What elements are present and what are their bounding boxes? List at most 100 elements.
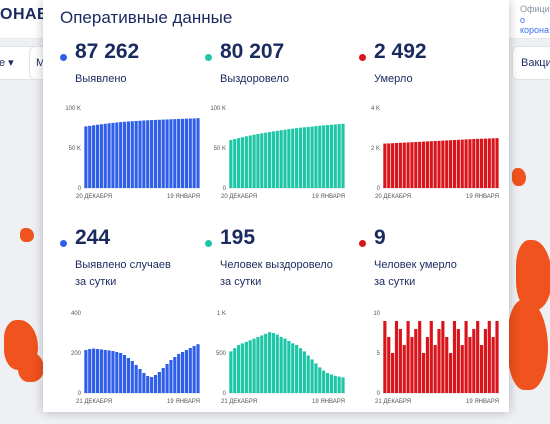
official-link[interactable]: о корона: [520, 15, 550, 35]
chart-bar[interactable]: [173, 119, 177, 188]
chart-bar[interactable]: [291, 343, 295, 393]
chart-bar[interactable]: [177, 118, 181, 188]
chart-bar[interactable]: [441, 140, 445, 188]
chart-bar[interactable]: [252, 338, 256, 393]
chart-bar[interactable]: [456, 139, 460, 188]
chart-bar[interactable]: [142, 120, 146, 188]
chart-bar[interactable]: [333, 375, 337, 393]
chart-bar[interactable]: [271, 333, 275, 393]
chart-bar[interactable]: [398, 142, 402, 188]
chart-bar[interactable]: [99, 349, 103, 393]
chart-bar[interactable]: [298, 348, 303, 393]
chart-bar[interactable]: [314, 363, 318, 393]
chart-bar[interactable]: [252, 134, 256, 188]
chart-bar[interactable]: [479, 345, 484, 393]
chart-bar[interactable]: [161, 119, 165, 188]
chart-bar[interactable]: [264, 333, 268, 393]
chart-bar[interactable]: [425, 141, 429, 188]
chart-bar[interactable]: [233, 139, 237, 188]
chart-bar[interactable]: [115, 352, 119, 393]
chart-bar[interactable]: [233, 348, 237, 393]
chart-bar[interactable]: [491, 337, 495, 393]
chart-bar[interactable]: [119, 122, 123, 188]
chart-bar[interactable]: [157, 119, 161, 188]
chart-bar[interactable]: [122, 355, 127, 393]
chart-bar[interactable]: [406, 142, 410, 188]
chart-bar[interactable]: [337, 124, 341, 188]
chart-bar[interactable]: [192, 346, 196, 393]
chart-bar[interactable]: [196, 118, 200, 188]
chart-bar[interactable]: [240, 343, 245, 393]
chart-bar[interactable]: [244, 136, 248, 188]
chart-bar[interactable]: [92, 348, 96, 393]
chart-bar[interactable]: [138, 369, 142, 393]
chart-bar[interactable]: [291, 128, 295, 188]
chart-bar[interactable]: [256, 134, 260, 188]
chart-bar[interactable]: [387, 143, 391, 188]
chart-bar[interactable]: [196, 344, 200, 393]
chart-bar[interactable]: [188, 348, 192, 393]
chart-bar[interactable]: [153, 375, 158, 393]
chart-bar[interactable]: [122, 121, 127, 188]
chart-bar[interactable]: [111, 122, 115, 188]
chart-bar[interactable]: [150, 120, 154, 188]
chart-bar[interactable]: [92, 125, 96, 188]
chart-bar[interactable]: [84, 350, 88, 393]
chart-bar[interactable]: [130, 361, 134, 393]
chart-bar[interactable]: [306, 126, 310, 188]
chart-bar[interactable]: [279, 130, 283, 188]
chart-bar[interactable]: [464, 139, 468, 188]
chart-bar[interactable]: [119, 353, 123, 393]
chart-bar[interactable]: [402, 345, 406, 393]
chart-bar[interactable]: [134, 120, 138, 188]
chart-bar[interactable]: [449, 140, 453, 188]
chart-bar[interactable]: [483, 138, 487, 188]
chart-bar[interactable]: [161, 368, 165, 393]
chart-bar[interactable]: [406, 321, 410, 393]
chart-bar[interactable]: [244, 341, 248, 393]
chart-bar[interactable]: [418, 141, 422, 188]
chart-bar[interactable]: [414, 329, 418, 393]
chart-bar[interactable]: [115, 122, 119, 188]
chart-bar[interactable]: [425, 337, 429, 393]
chart-bar[interactable]: [283, 338, 287, 393]
chart-bar[interactable]: [421, 141, 426, 188]
chart-bar[interactable]: [487, 138, 491, 188]
chart-bar[interactable]: [337, 376, 341, 393]
chart-bar[interactable]: [107, 123, 111, 188]
chart-bar[interactable]: [476, 321, 480, 393]
chart-bar[interactable]: [126, 121, 130, 188]
chart-bar[interactable]: [295, 345, 299, 393]
chart-bar[interactable]: [84, 126, 88, 188]
chart-bar[interactable]: [402, 142, 406, 188]
chart-bar[interactable]: [445, 140, 449, 188]
chart-bar[interactable]: [264, 132, 268, 188]
chart-bar[interactable]: [111, 351, 115, 393]
chart-bar[interactable]: [322, 370, 326, 393]
chart-bar[interactable]: [256, 337, 260, 393]
chart-bar[interactable]: [103, 123, 107, 188]
chart-bar[interactable]: [341, 123, 345, 188]
chart-bar[interactable]: [275, 130, 279, 188]
chart-bar[interactable]: [391, 143, 395, 188]
chart-bar[interactable]: [169, 360, 173, 393]
chart-bar[interactable]: [468, 337, 472, 393]
chart-bar[interactable]: [99, 124, 103, 188]
chart-bar[interactable]: [479, 138, 484, 188]
chart-bar[interactable]: [460, 345, 464, 393]
chart-bar[interactable]: [267, 132, 272, 188]
chart-bar[interactable]: [177, 354, 181, 393]
chart-bar[interactable]: [383, 143, 387, 188]
chart-bar[interactable]: [314, 126, 318, 188]
chart-bar[interactable]: [169, 119, 173, 188]
chart-bar[interactable]: [237, 345, 241, 393]
chart-bar[interactable]: [248, 340, 252, 393]
chart-bar[interactable]: [472, 329, 476, 393]
chart-bar[interactable]: [150, 377, 154, 393]
chart-bar[interactable]: [248, 135, 252, 188]
chart-bar[interactable]: [394, 321, 399, 393]
chart-bar[interactable]: [107, 350, 111, 393]
chart-bar[interactable]: [495, 138, 499, 188]
chart-bar[interactable]: [310, 126, 314, 188]
chart-bar[interactable]: [157, 372, 161, 393]
